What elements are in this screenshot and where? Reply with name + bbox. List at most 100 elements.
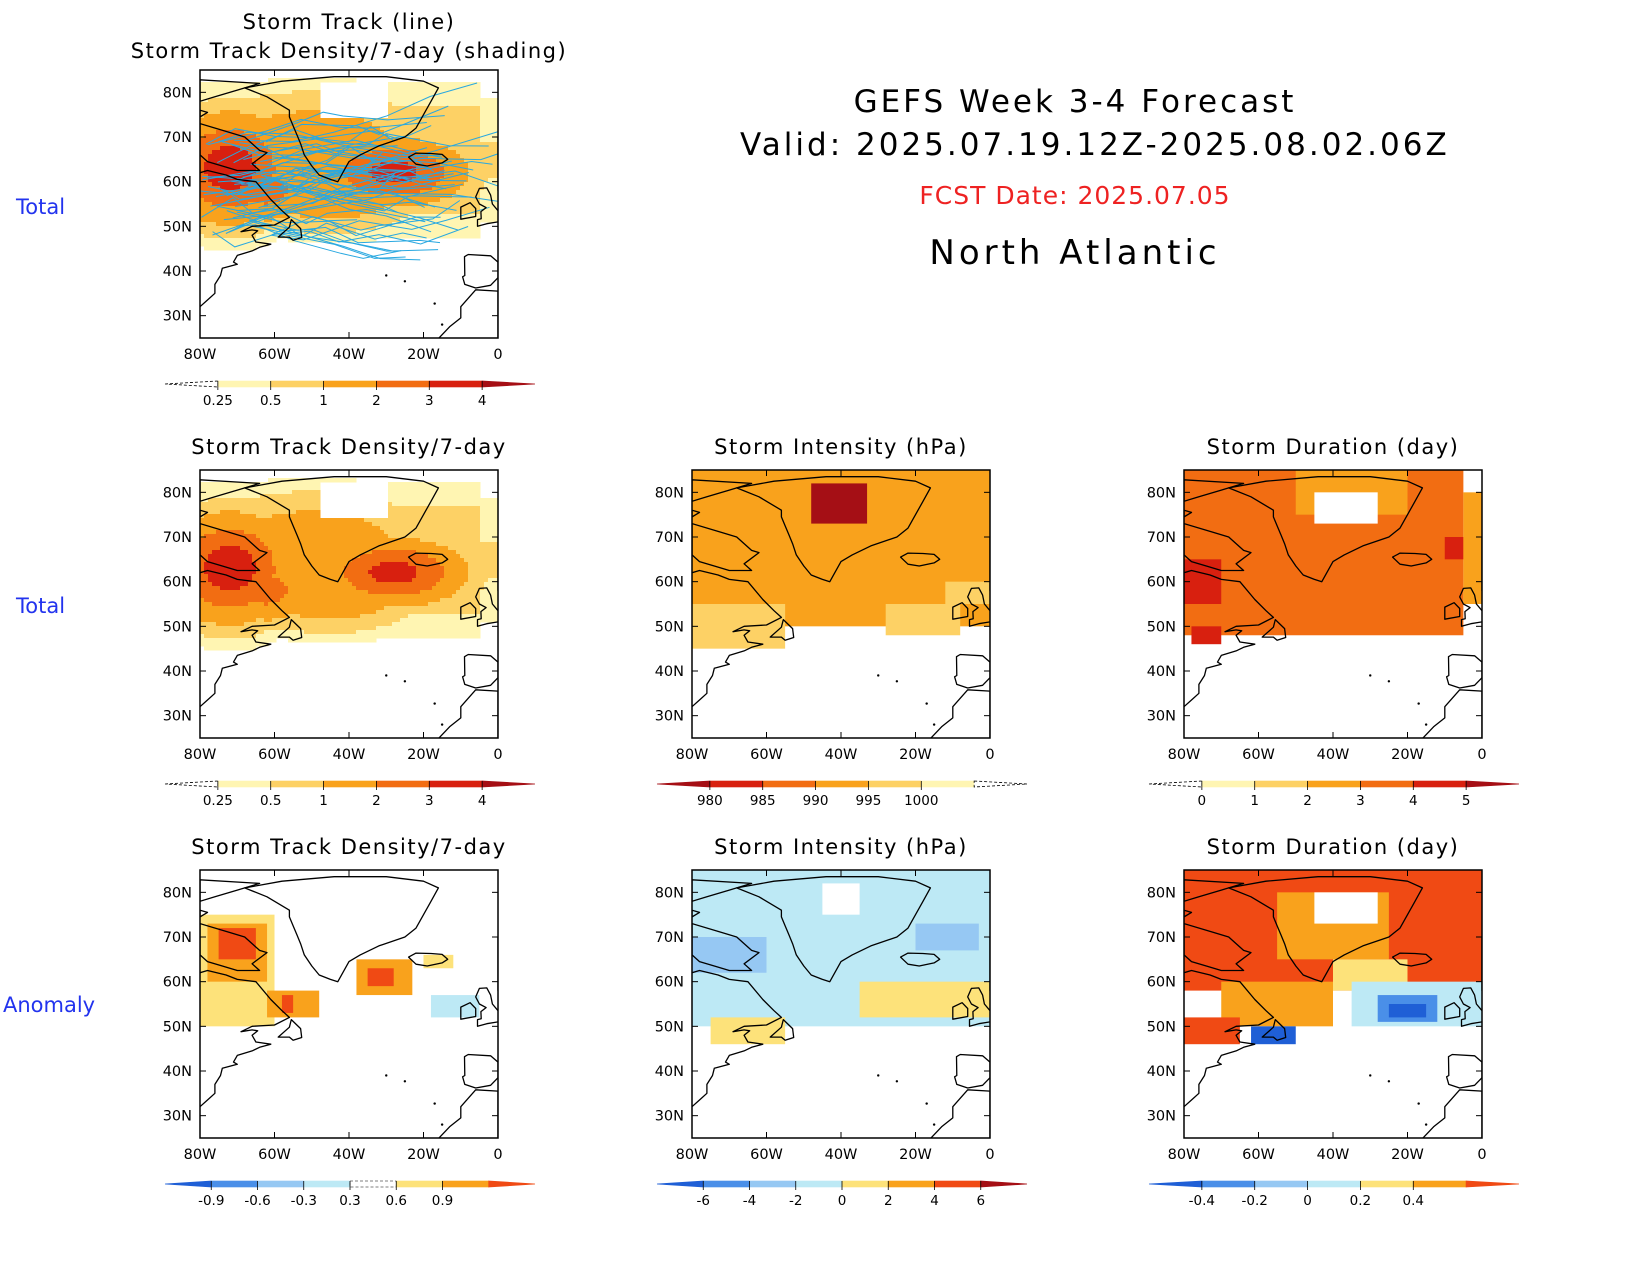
lon-tick-label: 80W: [676, 747, 709, 763]
shading-block: [1314, 892, 1378, 924]
colorbar-level-label: 985: [750, 793, 776, 809]
shading-block: [1191, 626, 1222, 645]
map-panel-p4: 80N 70N 60N 50N 40N 30N 80W 60W 40W 20W 0: [163, 869, 503, 1163]
shading-field: [200, 478, 498, 651]
storm-track-lines: [200, 82, 498, 261]
lon-tick-label: 80W: [184, 1147, 217, 1163]
lat-tick-label: 80N: [163, 485, 192, 501]
valid-period: Valid: 2025.07.19.12Z-2025.08.02.06Z: [740, 127, 1450, 163]
panel-title-line: Storm Track Density/7-day: [191, 835, 507, 859]
lon-tick-label: 40W: [825, 747, 858, 763]
shading-block: [1463, 492, 1482, 604]
colorbar-level-label: -0.2: [1242, 1193, 1268, 1209]
shading-block: [430, 995, 480, 1018]
colorbar-level-label: 0.5: [260, 793, 281, 809]
lon-tick-label: 40W: [1317, 747, 1350, 763]
panel-title-line: Storm Duration (day): [1206, 835, 1460, 859]
lat-tick-label: 60N: [163, 975, 192, 991]
lon-tick-label: 20W: [899, 747, 932, 763]
shading-block: [915, 923, 979, 951]
shading-block: [218, 928, 256, 960]
lat-tick-label: 70N: [655, 530, 684, 546]
colorbar-level-label: 0: [1303, 1193, 1312, 1209]
lat-tick-label: 70N: [163, 130, 192, 146]
lat-tick-label: 40N: [163, 264, 192, 280]
lat-tick-label: 50N: [163, 619, 192, 635]
lat-tick-label: 30N: [163, 1109, 192, 1125]
colorbar-level-label: 0: [838, 1193, 847, 1209]
panel-title-line: Storm Duration (day): [1206, 435, 1460, 459]
colorbar-level-label: 0.9: [432, 1193, 453, 1209]
map-panel-p6: 80N 70N 60N 50N 40N 30N 80W 60W 40W 20W 0: [1147, 869, 1487, 1163]
lat-tick-label: 50N: [163, 1019, 192, 1035]
shading-block: [822, 883, 860, 915]
lat-tick-label: 80N: [1147, 885, 1176, 901]
lat-tick-label: 40N: [1147, 1064, 1176, 1080]
panel-title-line: Storm Intensity (hPa): [714, 835, 968, 859]
lon-tick-label: 80W: [1168, 1147, 1201, 1163]
colorbar-level-label: -4: [743, 1193, 756, 1209]
colorbar-p5: -6 -4 -2 0 2 4 6: [656, 1180, 1028, 1209]
lon-tick-label: 0: [985, 1147, 994, 1163]
lon-tick-label: 60W: [1242, 1147, 1275, 1163]
coastlines: [692, 476, 990, 738]
lon-tick-label: 80W: [184, 747, 217, 763]
colorbar-level-label: -0.4: [1189, 1193, 1215, 1209]
map-panel-p3: 80N 70N 60N 50N 40N 30N 80W 60W 40W 20W 0: [1147, 469, 1487, 763]
lat-tick-label: 80N: [163, 885, 192, 901]
lat-tick-label: 60N: [655, 575, 684, 591]
panel-title-line: Storm Intensity (hPa): [714, 435, 968, 459]
panel-title-p1: Storm Track Density/7-day: [100, 433, 598, 462]
lon-tick-label: 60W: [750, 1147, 783, 1163]
lat-tick-label: 50N: [655, 1019, 684, 1035]
shading-field: [1184, 870, 1482, 1045]
colorbar-level-label: 0.2: [1350, 1193, 1371, 1209]
map-panel-p1: 80N 70N 60N 50N 40N 30N 80W 60W 40W 20W 0: [163, 469, 503, 763]
colorbar-level-label: 980: [697, 793, 723, 809]
colorbar-level-label: 6: [976, 1193, 985, 1209]
panel-title-p0: Storm Track (line) Storm Track Density/7-…: [100, 8, 598, 66]
colorbar-level-label: 0.3: [339, 1193, 360, 1209]
colorbar-level-label: 995: [856, 793, 882, 809]
shading-block: [859, 981, 990, 1018]
colorbar-level-label: 3: [1356, 793, 1365, 809]
colorbar-level-label: -0.9: [198, 1193, 224, 1209]
shading-block: [811, 483, 868, 524]
colorbar-level-label: 990: [803, 793, 829, 809]
lon-tick-label: 80W: [184, 347, 217, 363]
colorbar-level-label: 4: [478, 393, 487, 409]
shading-block: [1388, 1004, 1427, 1018]
colorbar-level-label: 2: [1303, 793, 1312, 809]
colorbar-p4: -0.9 -0.6 -0.3 0.3 0.6 0.9: [164, 1180, 536, 1209]
lat-tick-label: 70N: [163, 930, 192, 946]
lon-tick-label: 80W: [1168, 747, 1201, 763]
colorbar-level-label: 3: [425, 793, 434, 809]
lon-tick-label: 0: [493, 747, 502, 763]
lon-tick-label: 60W: [1242, 747, 1275, 763]
shading-block: [692, 604, 786, 649]
colorbar-level-label: 0.6: [386, 1193, 407, 1209]
panel-title-line: Storm Track Density/7-day (shading): [130, 39, 568, 63]
row-label-anomaly: Anomaly: [3, 993, 96, 1017]
colorbar-level-label: 4: [1409, 793, 1418, 809]
forecast-title: GEFS Week 3-4 Forecast: [853, 84, 1297, 120]
lat-tick-label: 70N: [1147, 930, 1176, 946]
shading-block: [945, 581, 990, 604]
lat-tick-label: 80N: [1147, 485, 1176, 501]
lat-tick-label: 30N: [1147, 1109, 1176, 1125]
shading-field: [1184, 470, 1482, 645]
lon-tick-label: 0: [985, 747, 994, 763]
coastlines: [1184, 476, 1482, 738]
lat-tick-label: 80N: [655, 885, 684, 901]
lon-tick-label: 60W: [258, 347, 291, 363]
colorbar-p3: 0 1 2 3 4 5: [1148, 780, 1520, 809]
map-panel-p0: 80N 70N 60N 50N 40N 30N 80W 60W 40W 20W 0: [163, 69, 503, 363]
lon-tick-label: 40W: [1317, 1147, 1350, 1163]
colorbar-level-label: -0.3: [291, 1193, 317, 1209]
lat-tick-label: 30N: [655, 709, 684, 725]
lat-tick-label: 30N: [1147, 709, 1176, 725]
forecast-date: FCST Date: 2025.07.05: [919, 181, 1231, 210]
lon-tick-label: 20W: [1391, 747, 1424, 763]
row-label-total-top: Total: [16, 195, 66, 219]
colorbar-level-label: 1: [1250, 793, 1259, 809]
